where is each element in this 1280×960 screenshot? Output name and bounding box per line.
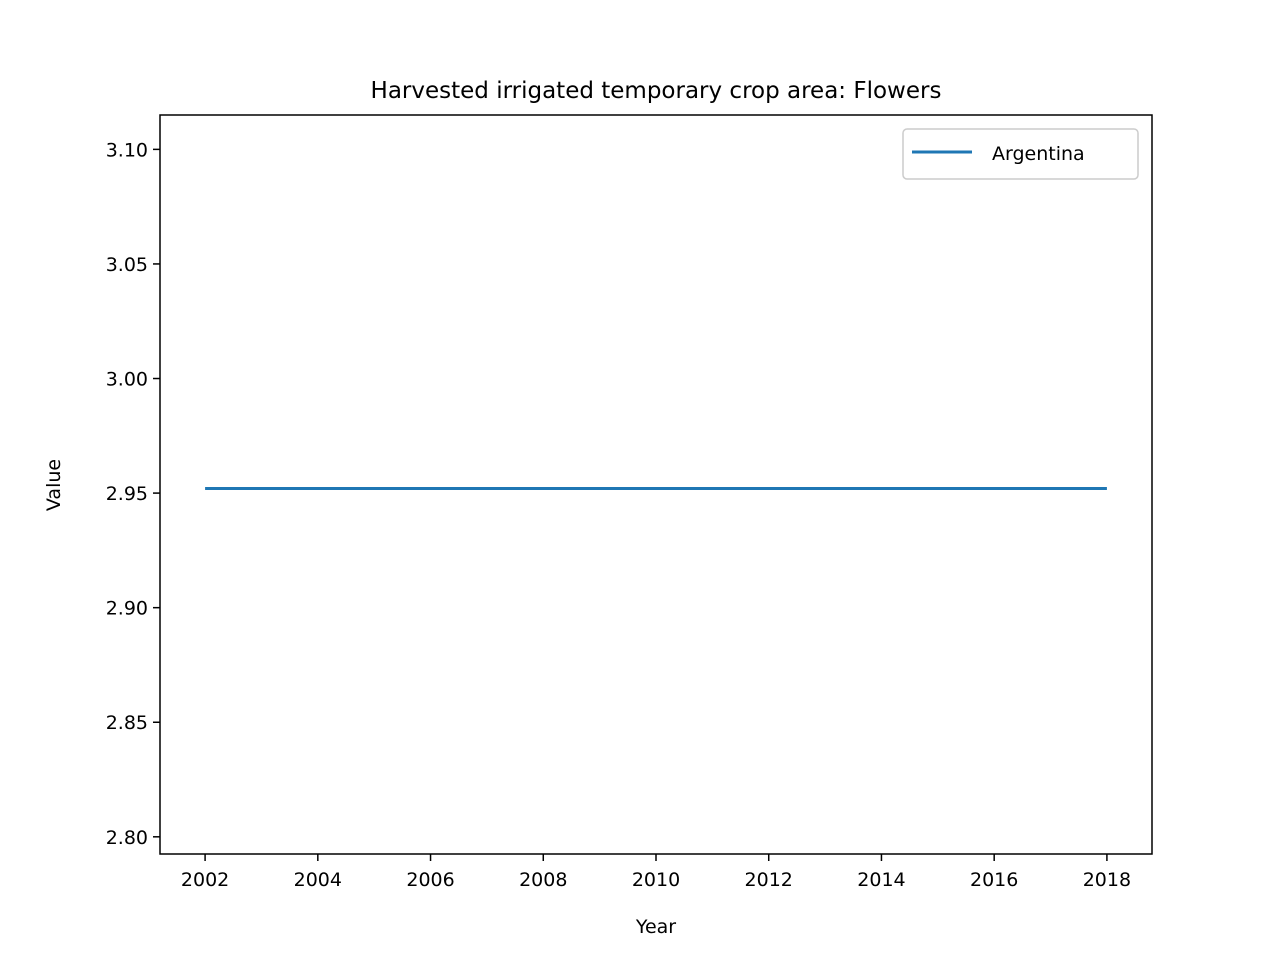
x-tick-label: 2006 [406,869,454,891]
y-axis-label: Value [43,459,65,511]
y-tick-label: 2.90 [106,598,148,620]
legend-label-argentina: Argentina [992,143,1085,165]
y-axis: 2.80 2.85 2.90 2.95 3.00 3.05 3.10 [106,139,160,849]
x-tick-label: 2008 [519,869,567,891]
y-tick-label: 2.80 [106,827,148,849]
chart-title: Harvested irrigated temporary crop area:… [371,78,942,104]
x-tick-label: 2010 [632,869,680,891]
x-tick-label: 2012 [745,869,793,891]
x-tick-label: 2018 [1083,869,1131,891]
x-tick-label: 2014 [857,869,905,891]
x-tick-label: 2002 [181,869,229,891]
y-tick-label: 2.95 [106,483,148,505]
y-tick-label: 2.85 [106,712,148,734]
y-tick-label: 3.05 [106,254,148,276]
y-tick-label: 3.00 [106,369,148,391]
x-axis: 2002 2004 2006 2008 2010 2012 2014 2016 2018 [181,854,1131,891]
x-axis-label: Year [635,916,676,938]
x-tick-label: 2004 [294,869,342,891]
legend-box [902,128,1139,180]
legend: Argentina [902,128,1139,180]
x-tick-label: 2016 [970,869,1018,891]
y-tick-label: 3.10 [106,139,148,161]
